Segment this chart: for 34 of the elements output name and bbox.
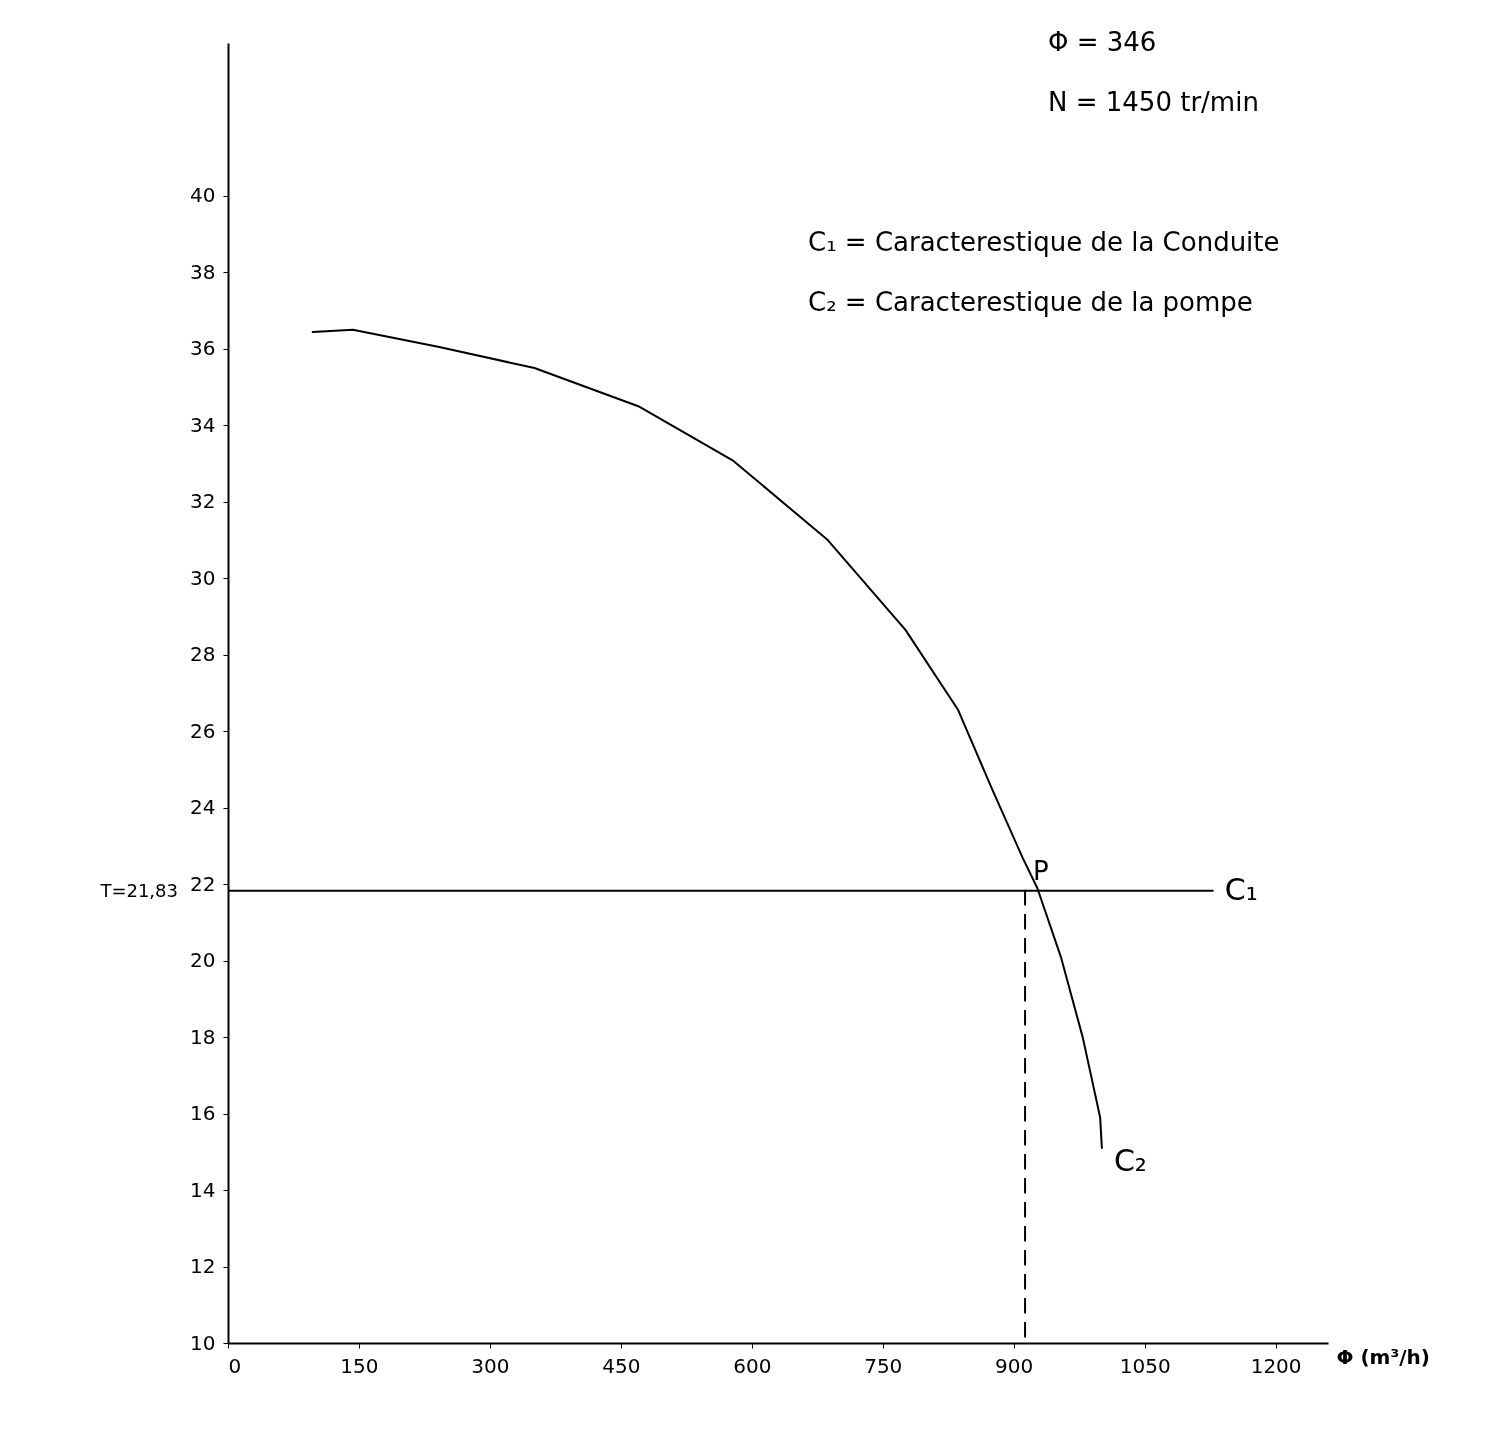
y-tick-label: 34: [190, 412, 216, 437]
annotation: N = 1450 tr/min: [1048, 87, 1259, 117]
annotation: C₂ = Caracterestique de la pompe: [808, 287, 1253, 317]
y-tick-label: 10: [190, 1330, 216, 1355]
y-tick-label: 20: [190, 948, 216, 973]
x-tick-label: 900: [995, 1353, 1034, 1378]
x-tick-label: 1050: [1119, 1353, 1171, 1378]
annotation: P: [1033, 855, 1049, 886]
y-tick-label: 32: [190, 489, 216, 514]
x-tick-label: 150: [340, 1353, 379, 1378]
y-tick-label: 12: [190, 1254, 216, 1279]
annotation: Φ = 346: [1048, 27, 1157, 57]
y-tick-label: 36: [190, 336, 216, 361]
y-tick-label: 38: [190, 259, 216, 284]
y-tick-label: 28: [190, 642, 216, 667]
y-tick-label: 18: [190, 1024, 216, 1049]
y-tick-label: 24: [190, 795, 216, 820]
y-tick-label: 16: [190, 1101, 216, 1126]
x-tick-label: 1200: [1250, 1353, 1302, 1378]
x-axis-title: Φ (m³/h): [1336, 1344, 1430, 1369]
y-tick-label: 14: [190, 1177, 216, 1202]
series-label: C₁: [1224, 871, 1258, 907]
annotation: T=21,83: [99, 879, 178, 901]
x-tick-label: 750: [864, 1353, 903, 1378]
y-tick-label: 30: [190, 565, 216, 590]
y-tick-label: 26: [190, 718, 216, 743]
annotation: C₁ = Caracterestique de la Conduite: [808, 227, 1280, 257]
x-tick-label: 600: [733, 1353, 772, 1378]
series-label: C₂: [1113, 1143, 1147, 1178]
y-tick-label: 22: [190, 871, 216, 896]
y-tick-label: 40: [190, 183, 216, 208]
x-tick-label: 300: [471, 1353, 510, 1378]
x-tick-label: 450: [602, 1353, 641, 1378]
x-tick-label: 0: [228, 1353, 242, 1378]
